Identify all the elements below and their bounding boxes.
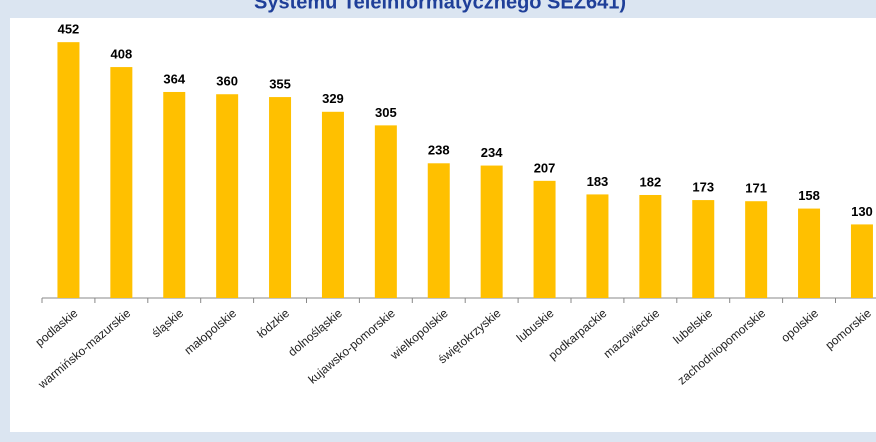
data-label: 360 [216, 74, 238, 89]
bar [533, 180, 556, 298]
bar [480, 165, 503, 298]
bar [163, 91, 186, 298]
data-label: 158 [798, 188, 820, 203]
data-label: 305 [375, 105, 397, 120]
data-label: 183 [587, 174, 609, 189]
bar [57, 42, 80, 298]
data-label: 355 [269, 77, 291, 92]
bar [216, 94, 239, 299]
data-label: 408 [110, 47, 132, 62]
data-label: 173 [692, 180, 714, 195]
chart-title: Systemu Teleinformatycznego SEZ641) [254, 0, 626, 13]
bar [692, 200, 715, 298]
bar [745, 201, 768, 298]
bar [586, 194, 609, 298]
data-label: 182 [639, 174, 661, 189]
data-label: 207 [534, 160, 556, 175]
data-label: 364 [163, 71, 185, 86]
data-label: 452 [58, 22, 80, 37]
data-label: 234 [481, 145, 503, 160]
bar [639, 194, 662, 298]
bar [427, 163, 450, 298]
data-label: 130 [851, 204, 873, 219]
bar [850, 224, 873, 298]
bar [110, 67, 133, 299]
bar [374, 125, 397, 299]
bar [798, 208, 821, 298]
bar [321, 111, 344, 298]
data-label: 238 [428, 143, 450, 158]
data-label: 329 [322, 91, 344, 106]
bar [269, 97, 292, 298]
data-label: 171 [745, 181, 767, 196]
